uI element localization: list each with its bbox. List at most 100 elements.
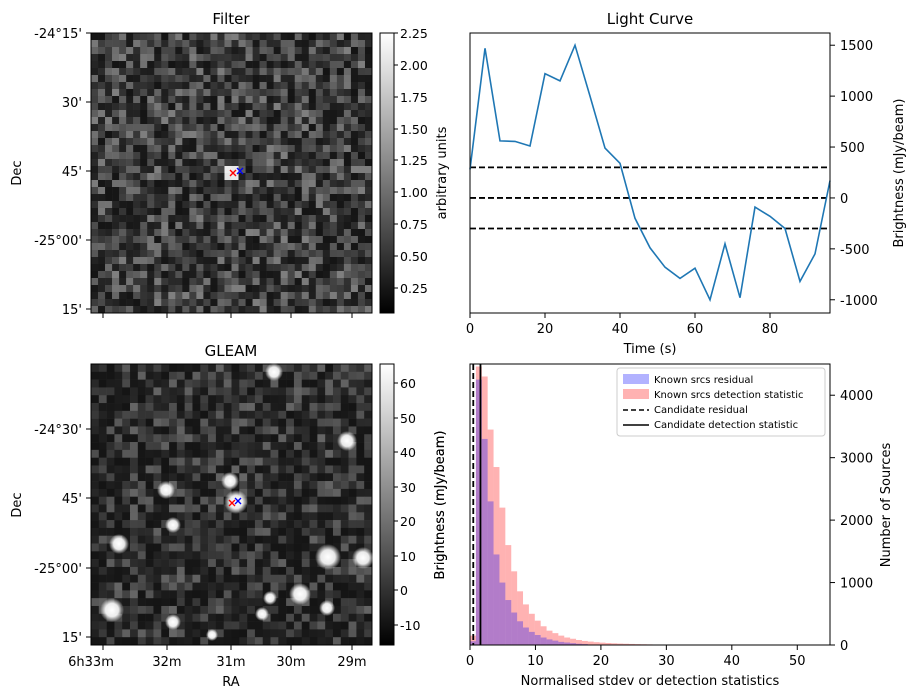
filter-pixel [168,257,176,265]
gleam-pixel [239,527,248,537]
gleam-pixel [247,364,256,373]
gleam-pixel [176,512,185,521]
filter-pixel [322,257,331,265]
gleam-pixel [122,473,131,482]
gleam-pixel [208,621,217,630]
filter-pixel [315,299,324,307]
filter-pixel [301,229,310,237]
gleam-pixel [309,387,318,396]
gleam-pixel [364,410,373,419]
filter-pixel [91,264,99,272]
filter-pixel [252,278,260,286]
gleam-pixel [114,442,123,451]
gleam-pixel [254,559,264,568]
filter-pixel [154,145,162,153]
gleam-pixel [286,504,295,513]
gleam-pixel [98,613,107,622]
gleam-pixel [293,410,303,419]
filter-pixel [280,243,289,251]
gleam-pixel [356,512,365,521]
gleam-pixel [262,520,271,529]
gleam-pixel [364,418,373,427]
gleam-pixel [122,364,131,373]
filter-pixel [231,271,239,279]
gleam-pixel [270,387,279,396]
gleam-pixel [122,551,131,560]
filter-pixel [98,75,106,83]
blue-cross-marker [234,497,242,505]
gleam-pixel [332,637,342,646]
filter-pixel [252,82,260,90]
filter-pixel [238,194,246,202]
filter-pixel [203,110,211,118]
gleam-pixel [130,574,139,583]
gleam-pixel [98,582,107,591]
filter-pixel [343,292,352,300]
filter-pixel [119,96,127,104]
gleam-pixel [106,457,115,466]
filter-pixel [238,201,246,209]
filter-pixel [287,229,296,237]
gleam-pixel [176,527,185,537]
bright-source [109,534,129,554]
filter-pixel [182,278,190,286]
filter-pixel [287,201,296,209]
filter-pixel [294,166,303,174]
gleam-pixel [231,621,240,630]
filter-pixel [238,75,246,83]
filter-pixel [301,40,310,48]
gleam-pixel [192,590,201,599]
filter-pixel [126,33,134,41]
filter-pixel [105,285,113,293]
gleam-pixel [169,449,178,458]
gleam-pixel [364,512,373,521]
filter-pixel [147,243,155,251]
gleam-pixel [364,566,373,576]
filter-pixel [301,124,310,132]
filter-pixel [161,215,169,223]
gleam-pixel [247,473,256,482]
filter-pixel [238,103,246,111]
gleam-pixel [231,574,240,583]
filter-pixel [245,187,253,195]
gleam-pixel [130,364,139,373]
y-tick-label: 1000 [840,577,873,592]
gleam-pixel [176,457,185,466]
filter-pixel [259,131,267,139]
gleam-pixel [247,442,256,451]
filter-pixel [301,292,310,300]
filter-pixel [357,306,366,314]
filter-pixel [322,271,331,279]
gleam-pixel [262,551,271,560]
filter-pixel [119,89,127,97]
filter-pixel [329,229,338,237]
filter-pixel [357,222,366,230]
gleam-pixel [239,605,248,615]
gleam-pixel [247,629,256,638]
gleam-pixel [208,590,217,599]
filter-pixel [189,145,197,153]
gleam-pixel [130,621,139,630]
filter-pixel [322,285,331,293]
filter-pixel [287,75,296,83]
filter-pixel [315,131,324,139]
gleam-pixel [239,465,248,474]
filter-pixel [91,306,99,314]
gleam-pixel [309,527,318,537]
gleam-pixel [145,566,154,576]
filter-pixel [126,61,134,69]
filter-pixel [350,166,359,174]
filter-pixel [364,33,373,41]
filter-pixel [259,159,267,167]
filter-pixel [168,173,176,181]
filter-pixel [231,124,239,132]
filter-pixel [315,96,324,104]
filter-pixel [217,166,225,174]
filter-pixel [182,131,190,139]
filter-pixel [189,96,197,104]
gleam-pixel [208,527,217,537]
filter-pixel [252,229,260,237]
gleam-cbar-tick: 40 [400,445,416,460]
gleam-pixel [192,598,201,607]
gleam-pixel [364,637,373,646]
